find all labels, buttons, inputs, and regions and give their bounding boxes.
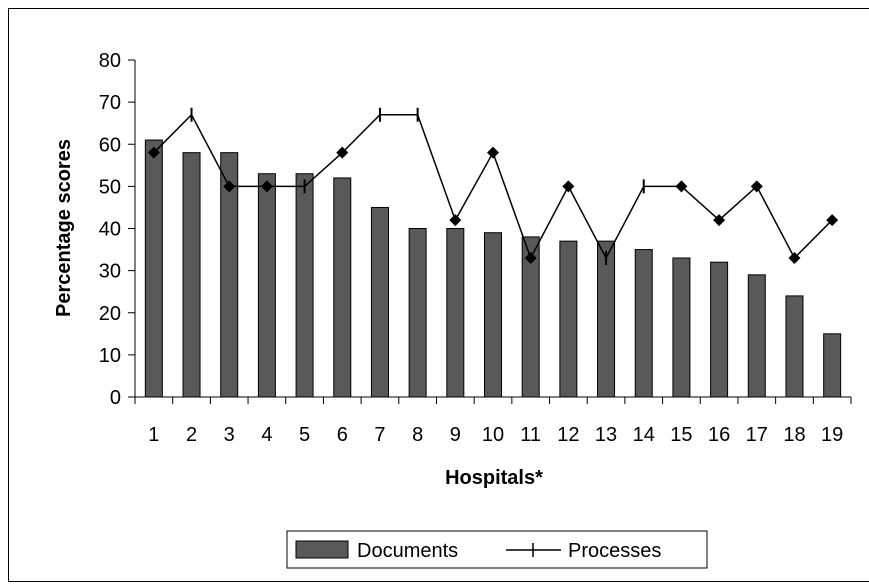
bar-documents bbox=[710, 261, 729, 398]
x-tick-label: 4 bbox=[261, 424, 272, 446]
x-tick-label: 8 bbox=[412, 424, 423, 446]
point-processes bbox=[524, 251, 537, 264]
x-tick-label: 11 bbox=[520, 424, 541, 446]
x-tick-label: 2 bbox=[186, 424, 197, 446]
x-tick-label: 17 bbox=[746, 424, 768, 446]
legend-documents-swatch bbox=[295, 540, 349, 559]
x-tick-label: 10 bbox=[482, 424, 504, 446]
y-tick-label: 60 bbox=[99, 134, 121, 156]
y-tick-label: 20 bbox=[99, 303, 121, 325]
y-tick-label: 30 bbox=[99, 261, 121, 283]
bar-documents bbox=[634, 249, 653, 398]
y-tick-label: 80 bbox=[99, 50, 121, 72]
point-processes bbox=[223, 180, 236, 193]
x-tick-label: 5 bbox=[299, 424, 310, 446]
bar-documents bbox=[747, 274, 766, 398]
point-processes bbox=[750, 180, 763, 193]
x-tick-label: 13 bbox=[595, 424, 617, 446]
point-processes bbox=[826, 214, 839, 227]
point-processes bbox=[449, 214, 462, 227]
legend-documents-label: Documents bbox=[357, 540, 458, 562]
bar-documents bbox=[785, 295, 804, 398]
x-tick-label: 7 bbox=[374, 424, 385, 446]
y-tick-label: 10 bbox=[99, 345, 121, 367]
point-processes bbox=[713, 214, 726, 227]
bar-documents bbox=[333, 177, 352, 398]
x-tick-label: 19 bbox=[821, 424, 843, 446]
point-processes bbox=[487, 146, 499, 159]
point-processes bbox=[260, 180, 273, 193]
legend-processes-label: Processes bbox=[568, 540, 661, 562]
y-tick-label: 50 bbox=[99, 176, 121, 198]
point-processes bbox=[675, 180, 688, 193]
x-axis-title: Hospitals* bbox=[445, 467, 543, 489]
bar-documents bbox=[257, 173, 276, 398]
point-processes bbox=[336, 146, 349, 159]
x-tick-label: 14 bbox=[633, 424, 655, 446]
legend-box bbox=[286, 530, 708, 569]
bar-documents bbox=[521, 236, 540, 398]
bar-documents bbox=[446, 228, 465, 398]
bar-documents bbox=[408, 228, 427, 398]
bar-documents bbox=[559, 240, 578, 398]
x-tick-label: 15 bbox=[670, 424, 692, 446]
bar-documents bbox=[672, 257, 691, 398]
bar-documents bbox=[823, 333, 842, 398]
bar-documents bbox=[295, 173, 314, 398]
point-processes bbox=[562, 180, 575, 193]
bar-documents bbox=[182, 152, 201, 398]
x-tick-label: 16 bbox=[708, 424, 730, 446]
point-processes bbox=[788, 251, 801, 264]
point-processes bbox=[147, 146, 160, 159]
x-tick-label: 3 bbox=[224, 424, 235, 446]
y-tick-label: 0 bbox=[110, 387, 121, 409]
bar-documents bbox=[220, 152, 239, 398]
bar-documents bbox=[484, 232, 502, 398]
y-axis-title: Percentage scores bbox=[53, 139, 75, 317]
x-tick-label: 12 bbox=[557, 424, 579, 446]
bar-documents bbox=[144, 139, 163, 398]
x-tick-label: 18 bbox=[783, 424, 805, 446]
x-tick-label: 9 bbox=[450, 424, 461, 446]
x-tick-label: 6 bbox=[337, 424, 348, 446]
x-tick-label: 1 bbox=[148, 424, 159, 446]
bar-documents bbox=[370, 206, 389, 398]
y-tick-label: 40 bbox=[99, 219, 121, 241]
legend: Documents Processes bbox=[286, 530, 708, 569]
bar-documents bbox=[597, 240, 616, 398]
y-tick-label: 70 bbox=[99, 92, 121, 114]
